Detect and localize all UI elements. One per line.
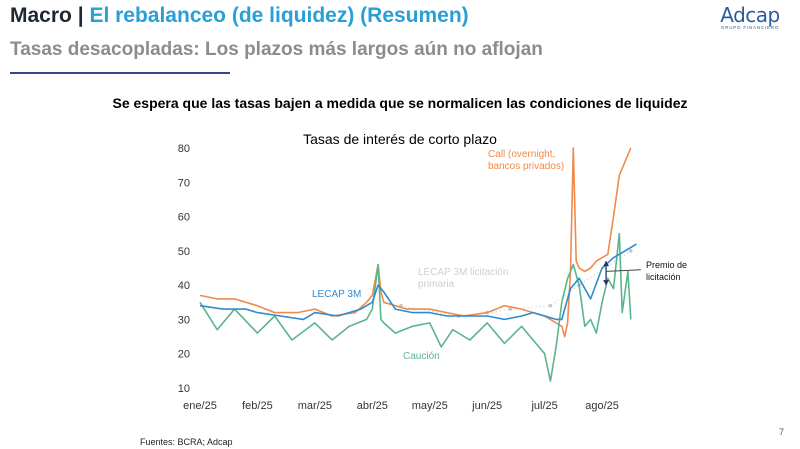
call-label: Call (overnight, bancos privados) xyxy=(488,149,564,172)
page-title: El rebalanceo (de liquidez) (Resumen) xyxy=(89,4,469,27)
premio-arrow-head-bottom xyxy=(603,280,610,286)
x-tick-label: ago/25 xyxy=(585,400,619,412)
page-subtitle: Tasas desacopladas: Los plazos más largo… xyxy=(10,39,543,60)
premio-label: Premio de licitación xyxy=(646,260,687,282)
y-tick-label: 10 xyxy=(178,383,190,395)
page-title-line: Macro | El rebalanceo (de liquidez) (Res… xyxy=(10,4,469,28)
adcap-logo: Adcap GRUPO FINANCIERO xyxy=(706,3,794,30)
series-line-lecap-3m xyxy=(199,243,637,321)
y-tick-label: 70 xyxy=(178,177,190,189)
x-tick-label: jul/25 xyxy=(530,400,557,412)
x-tick-label: feb/25 xyxy=(242,400,273,412)
title-section: Macro xyxy=(10,4,72,27)
series-line-caucion xyxy=(199,232,632,382)
title-underline xyxy=(10,72,230,74)
logo-name: Adcap xyxy=(720,3,780,27)
page-number: 7 xyxy=(779,427,785,437)
premio-leader-line xyxy=(606,269,641,272)
lecap-licitacion-label: LECAP 3M licitación primaria xyxy=(418,267,508,290)
y-tick-label: 50 xyxy=(178,246,190,258)
title-separator: | xyxy=(77,4,84,27)
lecap-3m-label: LECAP 3M xyxy=(312,289,361,300)
chart-title: Tasas de interés de corto plazo xyxy=(303,131,497,147)
y-tick-label: 30 xyxy=(178,314,190,326)
x-tick-label: ene/25 xyxy=(183,400,217,412)
series-line-call xyxy=(199,147,632,338)
chart-headline: Se espera que las tasas bajen a medida q… xyxy=(112,95,688,111)
y-tick-label: 60 xyxy=(178,212,190,224)
x-tick-label: abr/25 xyxy=(357,400,388,412)
y-tick-label: 40 xyxy=(178,280,190,292)
y-tick-label: 20 xyxy=(178,349,190,361)
x-tick-label: may/25 xyxy=(412,400,448,412)
x-tick-label: mar/25 xyxy=(298,400,332,412)
logo-tagline: GRUPO FINANCIERO xyxy=(720,25,780,30)
lecap-licitacion-point xyxy=(508,307,512,311)
lecap-licitacion-point xyxy=(628,249,633,253)
x-tick-label: jun/25 xyxy=(471,400,502,412)
premio-arrow-head-top xyxy=(603,261,610,267)
source-note: Fuentes: BCRA; Adcap xyxy=(140,437,233,447)
y-tick-label: 80 xyxy=(178,143,190,155)
caucion-label: Caución xyxy=(403,351,440,362)
lecap-licitacion-point xyxy=(548,303,553,308)
